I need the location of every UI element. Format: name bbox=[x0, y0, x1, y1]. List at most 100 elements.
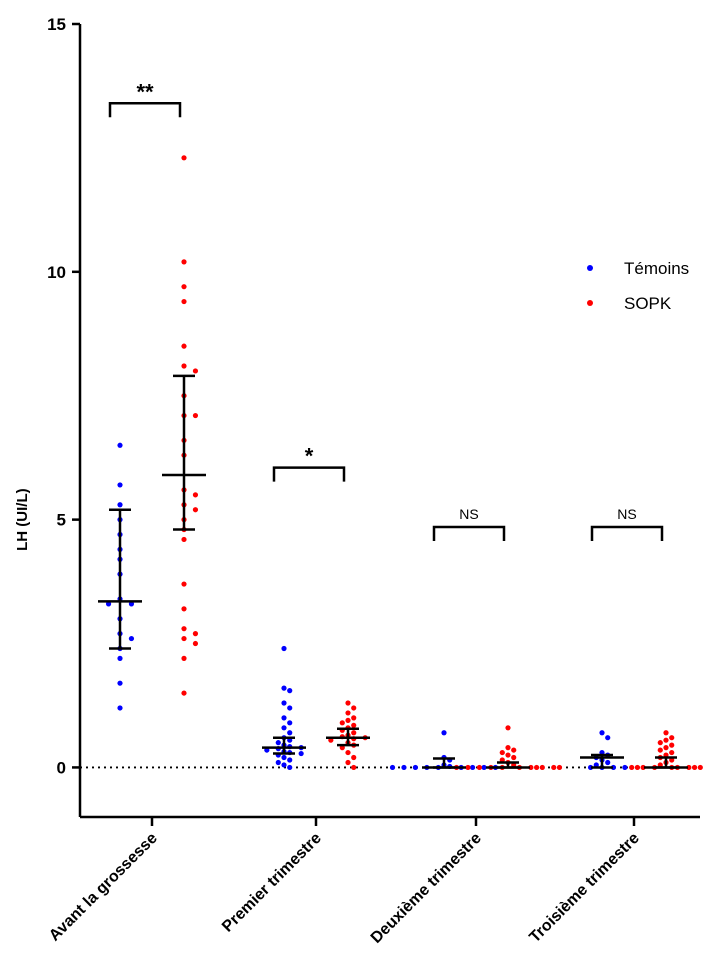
temoins-point bbox=[401, 764, 407, 771]
legend-label: Témoins bbox=[624, 259, 689, 278]
temoins-point bbox=[117, 502, 123, 508]
sopk-point bbox=[465, 764, 471, 771]
temoins-point bbox=[298, 750, 304, 757]
sopk-point bbox=[505, 752, 511, 758]
temoins-point bbox=[622, 764, 628, 771]
temoins-point bbox=[117, 442, 123, 448]
sopk-point bbox=[181, 536, 187, 543]
sopk-point bbox=[345, 717, 351, 723]
temoins-point bbox=[128, 635, 135, 642]
sopk-point bbox=[663, 745, 669, 751]
temoins-point bbox=[470, 764, 476, 771]
temoins-point bbox=[275, 740, 281, 746]
temoins-point bbox=[287, 705, 293, 711]
legend-label: SOPK bbox=[624, 294, 672, 313]
sopk-point bbox=[192, 631, 199, 637]
temoins-point bbox=[117, 655, 123, 662]
temoins-point bbox=[287, 730, 293, 736]
sopk-point bbox=[351, 715, 357, 721]
temoins-point bbox=[281, 685, 287, 691]
temoins-point bbox=[275, 759, 281, 766]
sopk-point bbox=[181, 655, 187, 662]
sopk-point bbox=[181, 343, 187, 349]
sopk-point bbox=[351, 722, 357, 728]
y-tick-label: 10 bbox=[47, 263, 66, 282]
y-tick-label: 5 bbox=[57, 511, 66, 530]
sopk-point bbox=[634, 764, 641, 771]
sopk-point bbox=[345, 759, 351, 766]
sopk-point bbox=[686, 764, 692, 771]
y-tick-label: 0 bbox=[57, 758, 66, 777]
significance-label: * bbox=[305, 444, 314, 469]
temoins-point bbox=[287, 764, 293, 771]
temoins-point bbox=[587, 764, 594, 771]
temoins-point bbox=[287, 688, 293, 694]
sopk-point bbox=[181, 690, 187, 696]
temoins-point bbox=[287, 720, 293, 726]
temoins-point bbox=[389, 764, 396, 771]
sopk-point bbox=[663, 737, 669, 743]
sopk-point bbox=[669, 735, 675, 741]
sopk-point bbox=[534, 764, 540, 771]
x-tick-label: Avant la grossesse bbox=[46, 830, 161, 945]
sopk-point bbox=[192, 640, 199, 647]
sopk-point bbox=[181, 284, 187, 290]
temoins-point bbox=[281, 700, 287, 706]
sopk-point bbox=[192, 412, 199, 419]
stats-layer bbox=[98, 374, 688, 769]
temoins-point bbox=[605, 759, 611, 766]
sopk-point bbox=[192, 507, 199, 513]
temoins-point bbox=[117, 482, 123, 488]
temoins-point bbox=[481, 764, 487, 771]
significance-bracket bbox=[590, 525, 664, 542]
y-tick-label: 15 bbox=[47, 15, 66, 34]
sopk-point bbox=[476, 764, 482, 771]
sopk-point bbox=[669, 749, 675, 756]
sopk-point bbox=[528, 764, 534, 771]
significance-layer: ***NS NS bbox=[108, 79, 664, 542]
sopk-point bbox=[505, 725, 511, 731]
sopk-point bbox=[181, 626, 187, 632]
x-tick-label: Troisième trimestre bbox=[526, 830, 642, 946]
sopk-point bbox=[339, 720, 345, 726]
legend-marker bbox=[587, 300, 593, 306]
sopk-point bbox=[192, 368, 199, 374]
temoins-point bbox=[117, 680, 123, 686]
sopk-point bbox=[351, 754, 357, 761]
sopk-point bbox=[499, 749, 505, 756]
temoins-point bbox=[441, 730, 447, 736]
sopk-point bbox=[345, 710, 351, 716]
y-axis-title: LH (UI/L) bbox=[14, 488, 31, 550]
sopk-point bbox=[181, 155, 187, 161]
significance-label: NS bbox=[617, 506, 636, 522]
points-layer bbox=[105, 155, 703, 771]
significance-bracket bbox=[272, 466, 346, 482]
sopk-point bbox=[640, 764, 646, 771]
temoins-point bbox=[281, 645, 287, 652]
temoins-point bbox=[281, 725, 287, 731]
significance-bracket bbox=[432, 525, 506, 542]
temoins-point bbox=[610, 764, 617, 771]
sopk-point bbox=[657, 740, 663, 746]
temoins-point bbox=[412, 764, 418, 771]
significance-label: NS bbox=[459, 506, 478, 522]
sopk-point bbox=[511, 747, 517, 753]
labels-layer: 0 5 10 15 LH (UI/L) Avant la grossesse Premier… bbox=[14, 15, 643, 947]
sopk-point bbox=[345, 700, 351, 706]
sopk-point bbox=[657, 747, 663, 753]
sopk-point bbox=[669, 742, 675, 748]
sopk-point bbox=[692, 764, 698, 771]
sopk-point bbox=[351, 705, 357, 711]
sopk-point bbox=[345, 749, 351, 756]
sopk-point bbox=[181, 581, 187, 587]
sopk-point bbox=[181, 259, 187, 265]
sopk-point bbox=[505, 745, 511, 751]
legend-layer: Témoins SOPK bbox=[587, 259, 689, 313]
temoins-point bbox=[605, 735, 611, 741]
sopk-point bbox=[663, 730, 669, 736]
sopk-point bbox=[181, 606, 187, 612]
sopk-point bbox=[192, 492, 199, 498]
temoins-point bbox=[599, 730, 605, 736]
sopk-point bbox=[539, 764, 545, 771]
